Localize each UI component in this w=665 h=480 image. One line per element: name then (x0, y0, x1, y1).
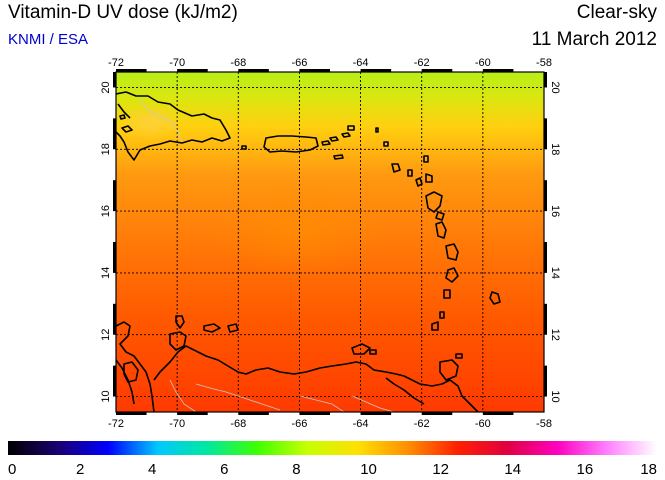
coastlines (116, 91, 501, 412)
lon-tick-label-top: -62 (414, 57, 430, 69)
frame-bar-left (113, 242, 116, 273)
map-title: Vitamin-D UV dose (kJ/m2) (8, 2, 238, 23)
lat-tick-label-left: 14 (100, 267, 112, 279)
colorbar-tick-label: 14 (504, 461, 521, 478)
lat-tick-label-left: 12 (100, 329, 112, 341)
frame-bar-right (544, 180, 547, 212)
lat-ticks-right: 20 18 16 14 12 10 (549, 81, 561, 402)
frame-bar-right (544, 118, 547, 150)
frame-bar-bottom (360, 412, 392, 415)
lat-tick-label-right: 18 (549, 143, 561, 155)
lat-tick-label-left: 18 (100, 143, 112, 155)
frame-bar-bottom (177, 412, 208, 415)
lon-tick-label-top: -58 (536, 57, 552, 69)
lon-ticks-bottom: -72 -70 -68 -66 -64 -62 -60 -58 (108, 418, 552, 430)
frame-bar-left (113, 365, 116, 397)
colorbar-tick-label: 0 (8, 461, 16, 478)
borders (139, 99, 395, 412)
colorbar-tick-label: 18 (640, 461, 657, 478)
colorbar-tick-label: 10 (360, 461, 377, 478)
frame-bar-top (238, 69, 269, 72)
lon-tick-label-bottom: -64 (353, 418, 369, 430)
lon-tick-label-bottom: -72 (108, 418, 124, 430)
lon-tick-label-bottom: -66 (291, 418, 307, 430)
frame-bar-left (113, 303, 116, 335)
colorbar-ticks: 0 2 4 6 8 10 12 14 16 18 (8, 461, 657, 478)
colorbar-tick-label: 12 (432, 461, 449, 478)
lon-tick-label-top: -68 (230, 57, 246, 69)
lat-tick-label-right: 14 (549, 267, 561, 279)
lon-tick-label-top: -64 (353, 57, 369, 69)
colorbar (8, 441, 657, 455)
frame-bar-bottom (299, 412, 330, 415)
frame-bar-right (544, 72, 547, 88)
lat-ticks-left: 20 18 16 14 12 10 (100, 81, 112, 402)
lon-tick-label-bottom: -62 (414, 418, 430, 430)
lon-tick-label-top: -60 (475, 57, 491, 69)
frame-bar-top (177, 69, 208, 72)
frame-checkerboard (113, 69, 547, 415)
lat-tick-label-right: 16 (549, 205, 561, 217)
colorbar-tick-label: 4 (148, 461, 156, 478)
sky-mode-label: Clear-sky (576, 2, 657, 23)
frame-bar-bottom (482, 412, 514, 415)
frame-bar-bottom (238, 412, 269, 415)
lon-tick-label-bottom: -60 (475, 418, 491, 430)
lon-tick-label-top: -70 (169, 57, 185, 69)
lon-ticks-top: -72 -70 -68 -66 -64 -62 -60 -58 (108, 57, 552, 69)
lat-tick-label-left: 16 (100, 205, 112, 217)
colorbar-tick-label: 2 (76, 461, 84, 478)
lon-tick-label-bottom: -70 (169, 418, 185, 430)
graticule (116, 72, 544, 412)
lat-tick-label-left: 20 (100, 81, 112, 93)
frame-bar-bottom (116, 412, 147, 415)
frame-bar-left (113, 118, 116, 150)
lon-tick-label-top: -66 (291, 57, 307, 69)
lon-tick-label-bottom: -58 (536, 418, 552, 430)
colorbar-tick-label: 16 (577, 461, 594, 478)
frame-bar-right (544, 242, 547, 273)
lon-tick-label-top: -72 (108, 57, 124, 69)
frame-bar-left (113, 72, 116, 88)
frame-bar-right (544, 365, 547, 397)
frame-bar-top (421, 69, 453, 72)
lat-tick-label-right: 10 (549, 390, 561, 402)
lat-tick-label-left: 10 (100, 390, 112, 402)
frame-bar-left (113, 180, 116, 212)
frame-bar-top (299, 69, 330, 72)
frame-bar-top (482, 69, 514, 72)
lat-tick-label-right: 12 (549, 329, 561, 341)
frame-bar-right (544, 303, 547, 335)
colorbar-tick-label: 6 (220, 461, 228, 478)
frame-bar-bottom (421, 412, 453, 415)
colorbar-tick-label: 8 (292, 461, 300, 478)
source-label: KNMI / ESA (8, 31, 89, 48)
frame-bar-top (360, 69, 392, 72)
lat-tick-label-right: 20 (549, 81, 561, 93)
lon-tick-label-bottom: -68 (230, 418, 246, 430)
frame-bar-top (116, 69, 147, 72)
date-label: 11 March 2012 (531, 29, 657, 50)
